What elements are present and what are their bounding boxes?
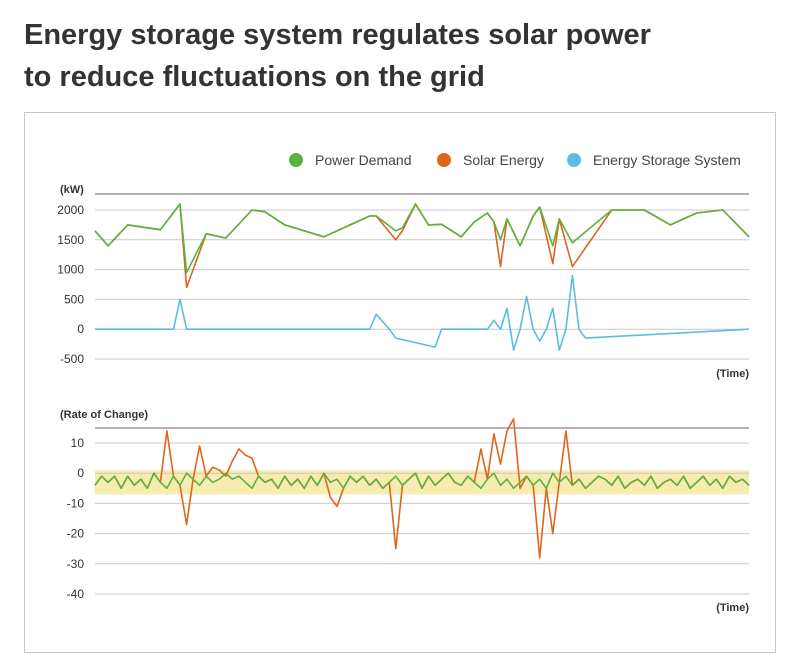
y-tick-label: -10 [67,496,85,510]
rate-of-change-chart: 10 0 -10 -20 -30 -40 (Rate of Change) (Time) [60,409,750,614]
charts-svg: Power Demand Solar Energy Energy Storage S… [57,152,750,614]
y-tick-label: 0 [77,322,84,336]
series-line-power-demand [94,472,750,490]
y-axis-label: (Rate of Change) [60,409,148,421]
y-tick-label: 10 [71,436,85,450]
y-tick-label: 2000 [57,203,84,217]
y-tick-label: 0 [77,466,84,480]
series-line-energy-storage-system [95,274,750,351]
y-axis-label: (kW) [60,184,84,196]
y-tick-label: -40 [67,587,85,601]
legend-label-power-demand: Power Demand [315,152,412,168]
series-line-power-demand [94,203,750,274]
y-tick-label: -500 [60,352,84,366]
x-axis-label: (Time) [716,368,749,380]
page-title-line-2: to reduce fluctuations on the grid [24,61,485,93]
legend-label-energy-storage-system: Energy Storage System [593,152,741,168]
chart-panel: Power Demand Solar Energy Energy Storage S… [24,112,776,653]
page-title-line-1: Energy storage system regulates solar po… [24,19,651,51]
series-line-solar-energy [94,203,750,289]
legend-label-solar-energy: Solar Energy [463,152,544,168]
legend-marker-power-demand [289,153,303,167]
legend: Power Demand Solar Energy Energy Storage S… [289,152,741,168]
legend-marker-solar-energy [437,153,451,167]
y-tick-label: 500 [64,292,84,306]
x-axis-label: (Time) [716,602,749,614]
page-title: Energy storage system regulates solar po… [24,14,764,98]
legend-marker-energy-storage-system [567,153,581,167]
y-tick-label: 1500 [57,233,84,247]
y-tick-label: 1000 [57,263,84,277]
y-tick-label: -30 [67,557,85,571]
power-chart: 2000 1500 1000 500 0 -500 (kW) (Time) [57,184,750,380]
y-tick-label: -20 [67,527,85,541]
